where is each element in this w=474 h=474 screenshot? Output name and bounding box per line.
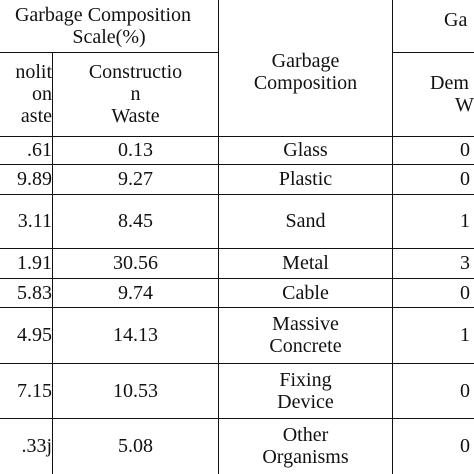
- header-demolition-waste-right: Dem W: [400, 52, 474, 136]
- rule-row: [0, 307, 474, 308]
- cell-construction: 14.13: [113, 324, 158, 346]
- cell-construction: 8.45: [118, 210, 153, 232]
- rule-row: [0, 363, 474, 364]
- cell-composition: Cable: [282, 281, 329, 304]
- cell-construction: 30.56: [113, 252, 158, 274]
- header-demolition-right-line1: Dem: [430, 72, 469, 94]
- rule-col: [52, 52, 53, 474]
- cell-construction: 9.27: [118, 168, 153, 190]
- rule-row: [0, 278, 474, 279]
- rule-col: [218, 0, 219, 474]
- cell-construction: 10.53: [113, 379, 158, 402]
- cell-composition: Plastic: [278, 168, 333, 190]
- rule-header-bottom: [0, 136, 474, 137]
- header-demolition-right-line2: W: [455, 94, 474, 116]
- header-construction-waste: Constructio n Waste: [88, 61, 183, 127]
- cell-composition: Metal: [282, 252, 329, 274]
- cell-demolition: 3.11: [17, 210, 52, 232]
- rule-header-group-right: [392, 52, 474, 53]
- cell-right: 0: [460, 435, 470, 457]
- header-group-left-line1: Garbage Composition: [14, 4, 192, 26]
- rule-col: [392, 0, 393, 474]
- header-group-right: Ga: [444, 9, 468, 31]
- cell-composition: Fixing Device: [277, 368, 334, 413]
- cell-right: 0: [460, 168, 470, 190]
- cell-construction: 0.13: [118, 139, 153, 161]
- cell-right: 0: [460, 139, 470, 161]
- cell-composition: Other Organisms: [262, 424, 349, 468]
- cell-composition: Massive Concrete: [269, 313, 342, 357]
- header-group-left-line2: Scale(%): [72, 26, 146, 48]
- cell-composition: Glass: [283, 139, 328, 161]
- header-group-left: Garbage Composition Scale(%): [0, 0, 218, 52]
- cell-demolition: 4.95: [17, 324, 52, 346]
- cell-right: 3: [460, 252, 470, 274]
- cell-demolition: .61: [27, 139, 52, 161]
- rule-row: [0, 418, 474, 419]
- cell-right: 0: [460, 281, 470, 304]
- cell-construction: 5.08: [118, 435, 153, 457]
- cell-demolition: .33j: [21, 435, 52, 457]
- cell-construction: 9.74: [118, 281, 153, 304]
- rule-header-group: [0, 52, 219, 53]
- rule-row: [0, 248, 474, 249]
- cell-right: 1: [460, 210, 470, 232]
- cell-composition: Sand: [285, 210, 326, 232]
- header-garbage-composition: Garbage Composition: [253, 50, 358, 94]
- rule-row: [0, 194, 474, 195]
- cell-demolition: 5.83: [17, 281, 52, 304]
- cell-demolition: 7.15: [17, 379, 52, 402]
- cell-demolition: 1.91: [17, 252, 52, 274]
- cell-right: 0: [460, 379, 470, 402]
- rule-row: [0, 164, 474, 165]
- header-demolition-waste: nolit on aste: [15, 61, 52, 127]
- cell-demolition: 9.89: [17, 168, 52, 190]
- cell-right: 1: [460, 324, 470, 346]
